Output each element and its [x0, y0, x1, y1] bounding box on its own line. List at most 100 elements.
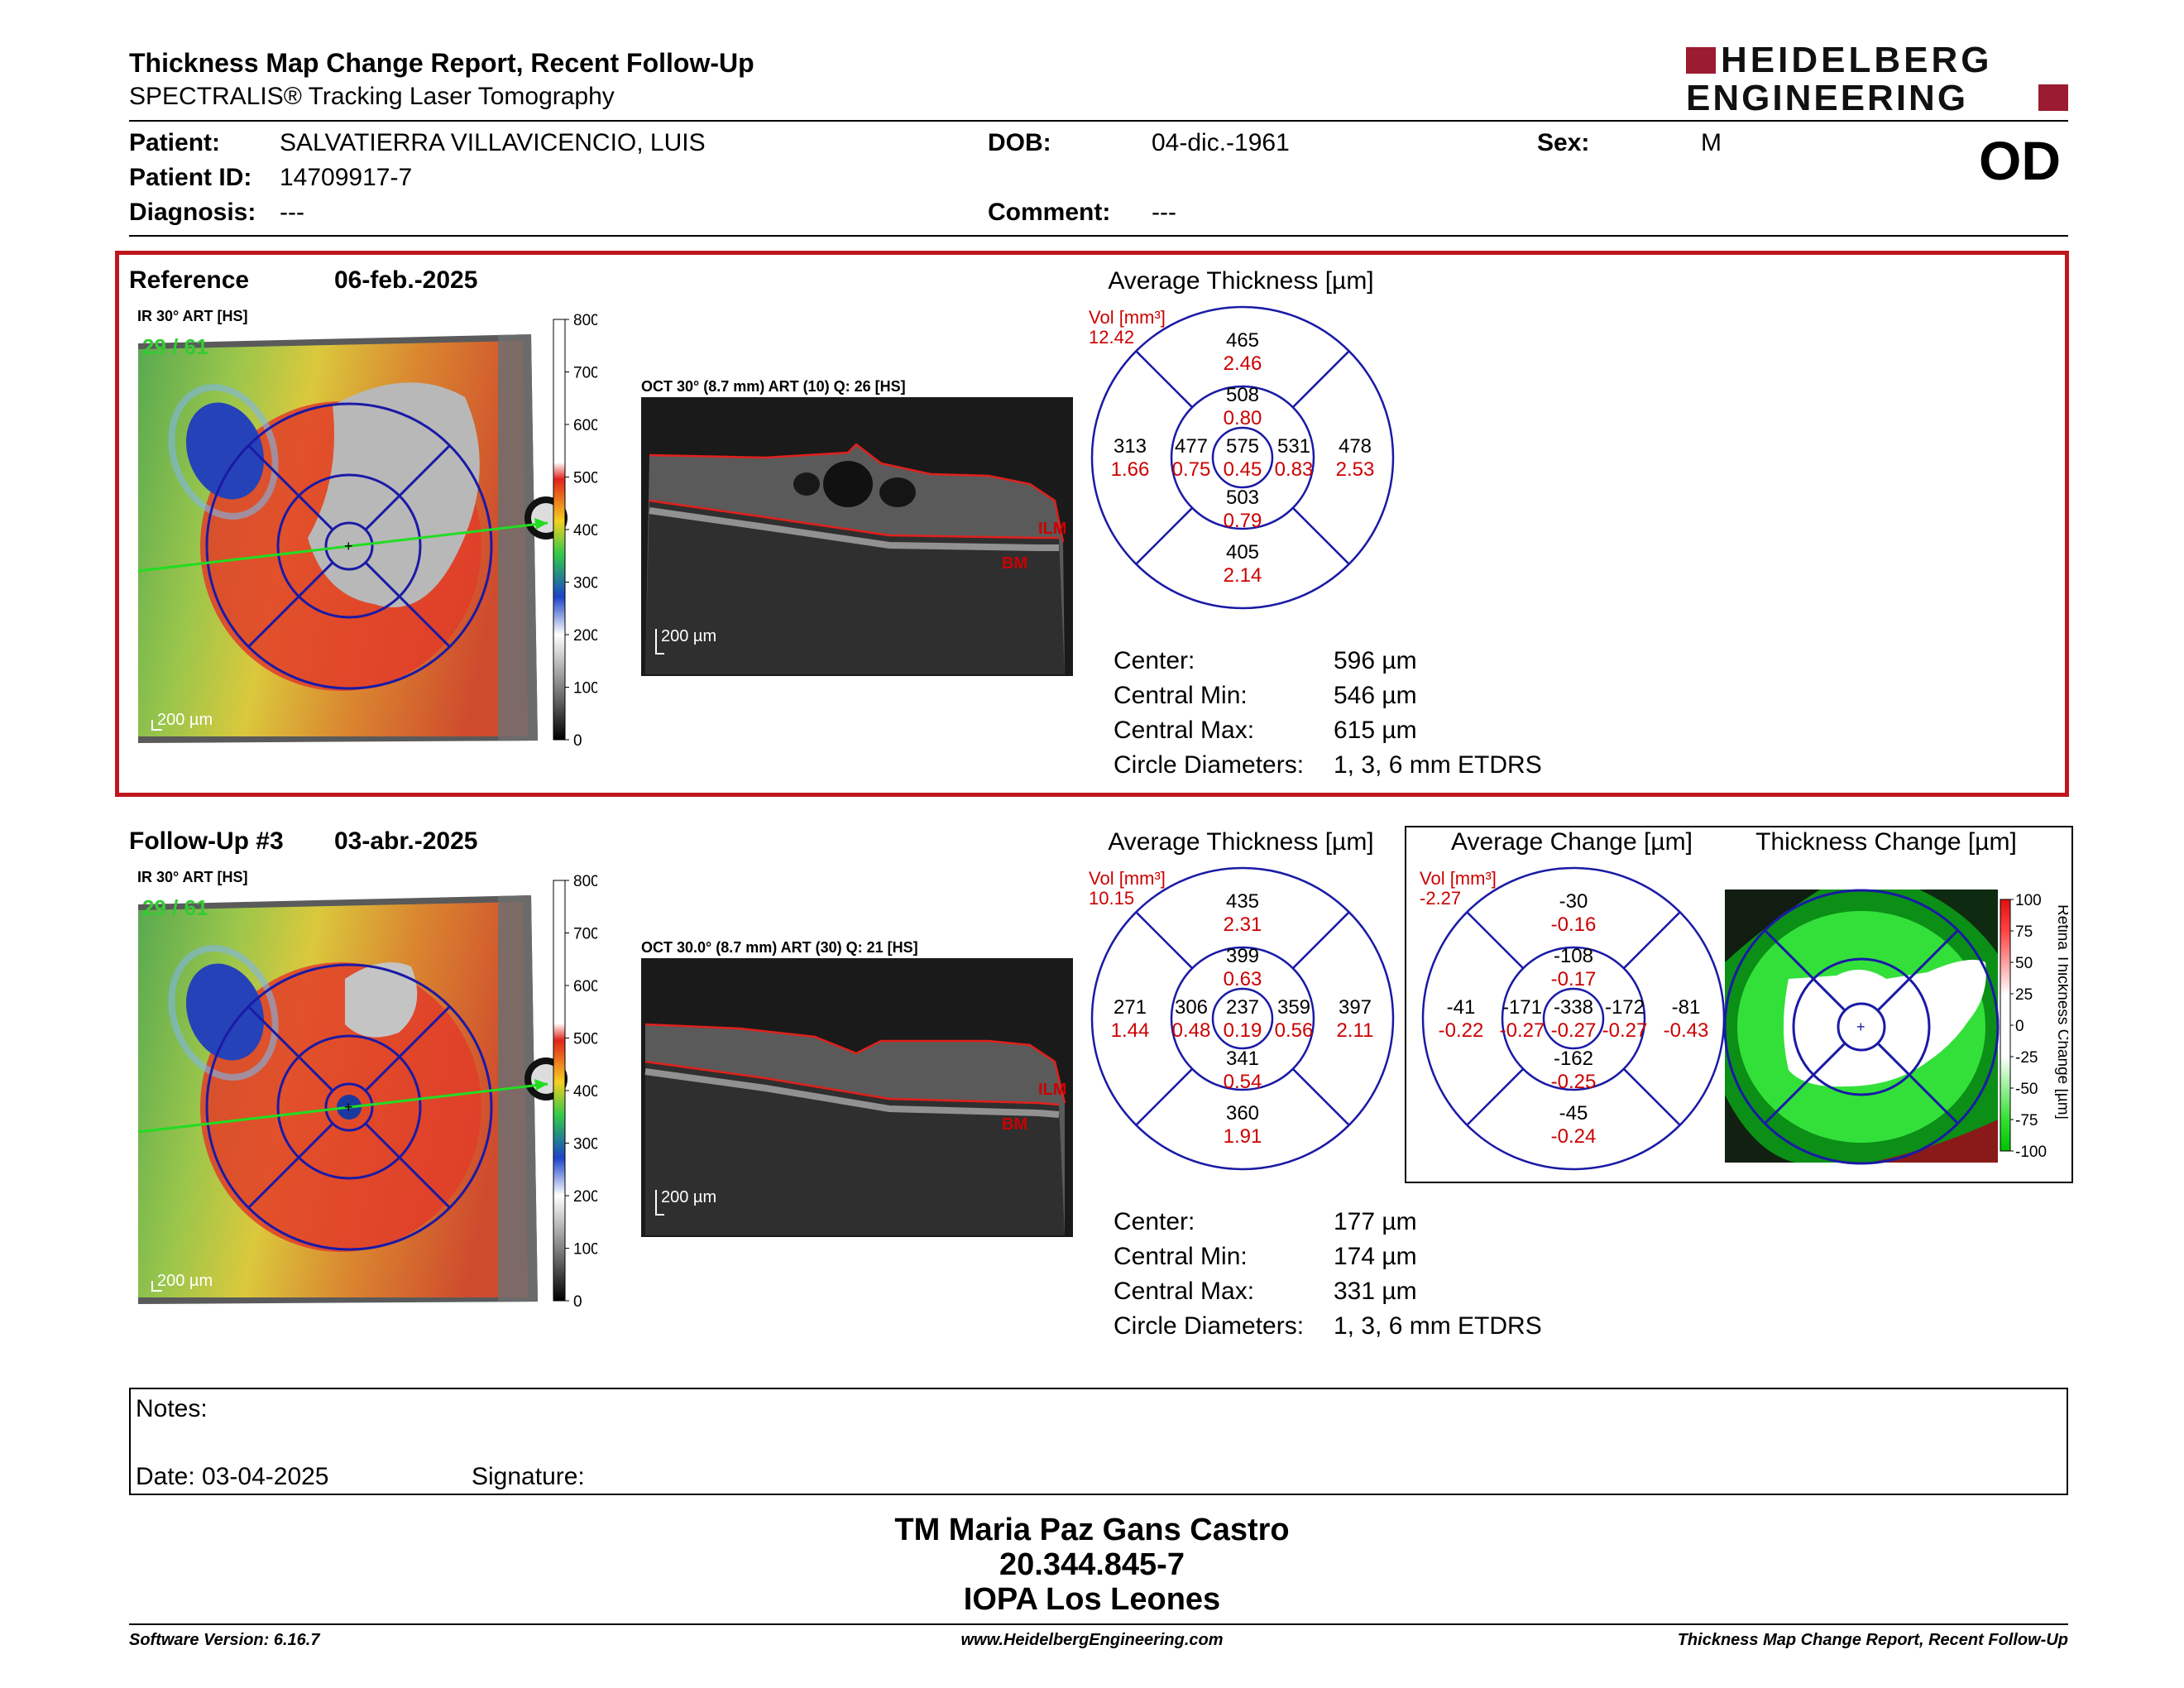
etdrs-outer_inf-volume: 1.91	[1224, 1125, 1262, 1148]
stat-label: Center:	[1114, 1208, 1195, 1235]
etdrs-inner_nasal-volume: 0.83	[1275, 458, 1314, 481]
reference-etdrs-grid: Average Thickness [µm] Vol [mm³] 12.42 575 0…	[1075, 261, 1406, 625]
etdrs-inner_inf-volume: -0.25	[1551, 1071, 1597, 1093]
etdrs-title: Average Change [µm]	[1451, 828, 1693, 856]
change-colorbar-tick: -25	[2015, 1049, 2038, 1067]
etdrs-outer_inf-thickness: 405	[1226, 541, 1259, 563]
etdrs-outer_temp-thickness: 271	[1114, 996, 1147, 1019]
patient-id-label: Patient ID:	[129, 164, 252, 191]
etdrs-outer_temp-volume: 1.44	[1111, 1019, 1150, 1042]
colorbar-tick: 600	[573, 417, 597, 434]
ir-label: IR 30° ART [HS]	[137, 869, 248, 885]
colorbar-tick: 0	[573, 732, 582, 746]
bm-label: BM	[1002, 554, 1027, 573]
map-scale: 200 µm	[157, 1272, 213, 1290]
etdrs-center-volume: 0.45	[1224, 458, 1262, 481]
reference-label: Reference	[129, 266, 250, 294]
followup-oct-bscan: OCT 30.0° (8.7 mm) ART (30) Q: 21 [HS] IL…	[641, 938, 1073, 1237]
change-colorbar-tick: -100	[2015, 1144, 2047, 1161]
etdrs-inner_sup-volume: -0.17	[1551, 968, 1597, 990]
change-colorbar-tick: 50	[2015, 955, 2033, 972]
vol-label: Vol [mm³]	[1089, 868, 1166, 889]
change-colorbar-label: Retina Thickness Change [µm]	[2054, 904, 2068, 1120]
etdrs-inner_temp-thickness: 306	[1175, 996, 1208, 1019]
etdrs-inner_sup-thickness: -108	[1554, 945, 1593, 967]
etdrs-inner_temp-volume: 0.48	[1172, 1019, 1211, 1042]
stat-label: Central Max:	[1114, 1278, 1255, 1305]
etdrs-inner_temp-volume: 0.75	[1172, 458, 1211, 481]
reference-section-frame	[115, 251, 2069, 797]
svg-text:+: +	[1856, 1019, 1866, 1035]
oct-scale: 200 µm	[661, 627, 716, 645]
etdrs-outer_temp-volume: 1.66	[1111, 458, 1150, 481]
report-title: Thickness Map Change Report, Recent Foll…	[129, 48, 754, 78]
reference-date: 06-feb.-2025	[334, 266, 478, 294]
bm-label: BM	[1002, 1115, 1027, 1134]
colorbar-tick: 100	[573, 1241, 597, 1259]
followup-label: Follow-Up #3	[129, 827, 284, 855]
notes-label: Notes:	[136, 1395, 208, 1422]
svg-text:+: +	[344, 538, 353, 554]
stat-value: 1, 3, 6 mm ETDRS	[1334, 751, 1542, 779]
etdrs-inner_inf-volume: 0.79	[1224, 510, 1262, 532]
colorbar-tick: 600	[573, 978, 597, 995]
oct-scale: 200 µm	[661, 1188, 716, 1206]
diagnosis-label: Diagnosis:	[129, 199, 256, 226]
etdrs-outer_inf-volume: -0.24	[1551, 1125, 1597, 1148]
etdrs-inner_temp-volume: -0.27	[1500, 1019, 1545, 1042]
etdrs-inner_inf-thickness: 503	[1226, 487, 1259, 509]
etdrs-inner_nasal-volume: -0.27	[1602, 1019, 1648, 1042]
stat-value: 546 µm	[1334, 682, 1417, 709]
ilm-label: ILM	[1038, 1081, 1066, 1099]
change-colorbar-tick: 25	[2015, 986, 2033, 1004]
patient-name: SALVATIERRA VILLAVICENCIO, LUIS	[280, 129, 706, 156]
colorbar-tick: 500	[573, 1031, 597, 1048]
colorbar-tick: 800	[573, 873, 597, 890]
followup-stats: Center: 177 µm Central Min: 174 µm Central M…	[1114, 1208, 1693, 1349]
etdrs-inner_sup-volume: 0.63	[1224, 968, 1262, 990]
colorbar-tick: 0	[573, 1293, 582, 1307]
followup-etdrs-grid: Average Thickness [µm] Vol [mm³] 10.15 237 0…	[1075, 822, 1406, 1186]
etdrs-outer_temp-thickness: -41	[1447, 996, 1476, 1019]
etdrs-outer_inf-volume: 2.14	[1224, 564, 1262, 587]
etdrs-inner_sup-thickness: 508	[1226, 384, 1259, 406]
etdrs-outer_temp-volume: -0.22	[1439, 1019, 1484, 1042]
map-scale: 200 µm	[157, 711, 213, 729]
stat-value: 177 µm	[1334, 1208, 1417, 1235]
colorbar-tick: 300	[573, 1136, 597, 1153]
dob-value: 04-dic.-1961	[1152, 129, 1290, 156]
comment-value: ---	[1152, 199, 1176, 226]
followup-date: 03-abr.-2025	[334, 827, 478, 855]
stat-label: Central Max:	[1114, 717, 1255, 744]
comment-label: Comment:	[988, 199, 1111, 226]
etdrs-outer_sup-volume: 2.31	[1224, 914, 1262, 936]
change-colorbar-tick: -75	[2015, 1112, 2038, 1129]
signature-label: Signature:	[472, 1463, 585, 1490]
stat-label: Central Min:	[1114, 682, 1248, 709]
sex-label: Sex:	[1537, 129, 1590, 156]
change-section-frame	[1405, 826, 2073, 1183]
sex-value: M	[1701, 129, 1722, 156]
etdrs-outer_inf-thickness: 360	[1226, 1102, 1259, 1125]
etdrs-inner_temp-thickness: -171	[1502, 996, 1542, 1019]
etdrs-outer_nasal-volume: -0.43	[1664, 1019, 1709, 1042]
etdrs-center-volume: -0.27	[1551, 1019, 1597, 1042]
followup-thickness-map: IR 30° ART [HS] 29 / 61 +200 µm 800 700 600 50…	[134, 867, 621, 1311]
etdrs-center-thickness: -338	[1554, 996, 1593, 1019]
patient-id-value: 14709917-7	[280, 164, 413, 191]
footer-report-name: Thickness Map Change Report, Recent Foll…	[1677, 1631, 2068, 1649]
change-colorbar-tick: 0	[2015, 1018, 2024, 1035]
stat-value: 1, 3, 6 mm ETDRS	[1334, 1312, 1542, 1340]
frame-counter: 29 / 61	[142, 334, 208, 359]
etdrs-outer_nasal-volume: 2.53	[1336, 458, 1375, 481]
change-etdrs-grid: Average Change [µm] Vol [mm³] -2.27 -338 -0.…	[1406, 822, 1737, 1186]
dob-label: DOB:	[988, 129, 1051, 156]
etdrs-inner_sup-thickness: 399	[1226, 945, 1259, 967]
notes-date: Date: 03-04-2025	[136, 1463, 329, 1490]
svg-text:+: +	[344, 1099, 353, 1115]
stat-value: 331 µm	[1334, 1278, 1417, 1305]
ir-label: IR 30° ART [HS]	[137, 308, 248, 324]
etdrs-inner_sup-volume: 0.80	[1224, 407, 1262, 429]
etdrs-outer_temp-thickness: 313	[1114, 435, 1147, 458]
signer-id: 20.344.845-7	[999, 1547, 1185, 1582]
